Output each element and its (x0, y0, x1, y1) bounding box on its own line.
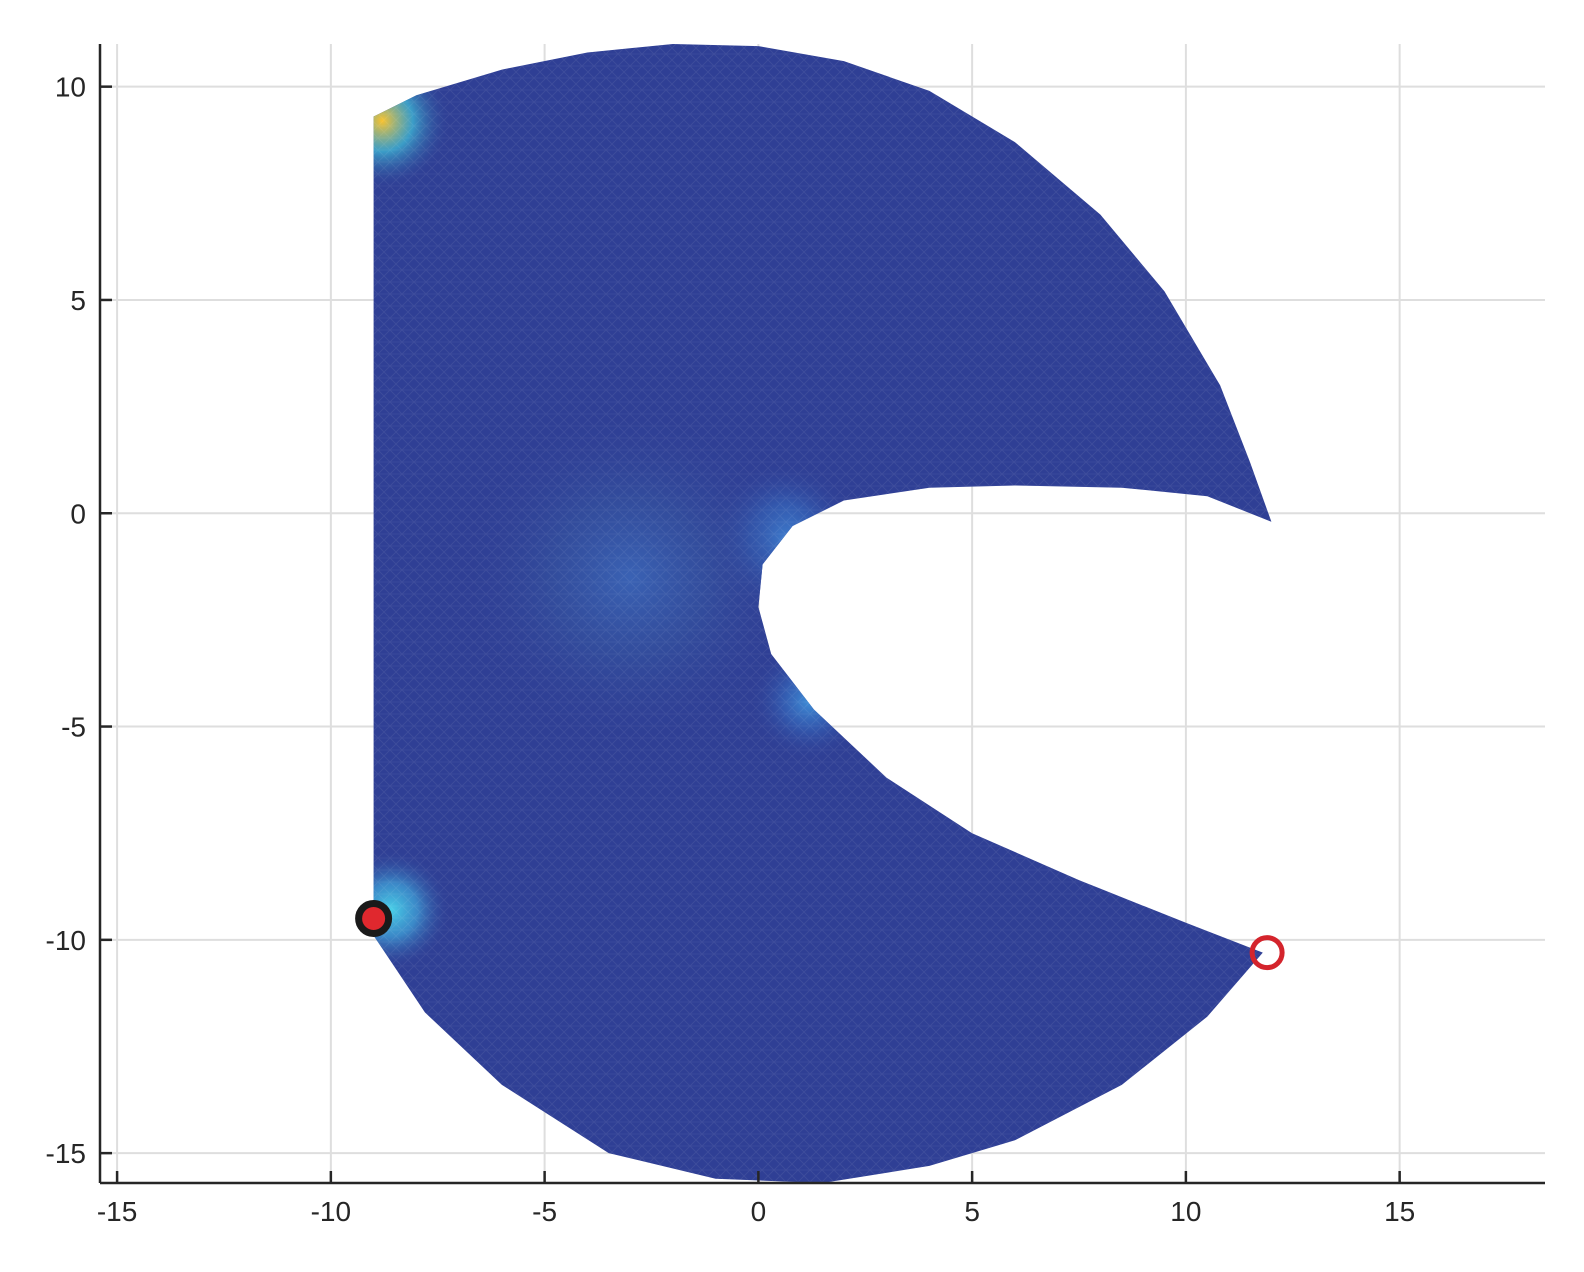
x-tick-label: 10 (1170, 1196, 1201, 1227)
target-point-marker (1249, 935, 1285, 971)
point-markers (355, 900, 1285, 971)
x-tick-label: -15 (97, 1196, 137, 1227)
x-tick-label: 0 (751, 1196, 767, 1227)
x-tick-label: 5 (964, 1196, 980, 1227)
y-tick-label: -5 (61, 712, 86, 743)
mesh-overlay (373, 44, 1272, 1183)
y-tick-label: -10 (46, 925, 86, 956)
x-tick-label: 15 (1384, 1196, 1415, 1227)
x-tick-label: -10 (311, 1196, 351, 1227)
source-point-marker (355, 900, 393, 938)
x-tick-label: -5 (532, 1196, 557, 1227)
y-tick-label: 10 (55, 72, 86, 103)
mesh-domain (373, 44, 1272, 1183)
y-tick-label: -15 (46, 1138, 86, 1169)
axes: -15 -10 -5 0 5 10 15 -15 -10 -5 0 5 10 (46, 44, 1545, 1227)
y-tick-label: 0 (70, 498, 86, 529)
y-tick-label: 5 (70, 285, 86, 316)
